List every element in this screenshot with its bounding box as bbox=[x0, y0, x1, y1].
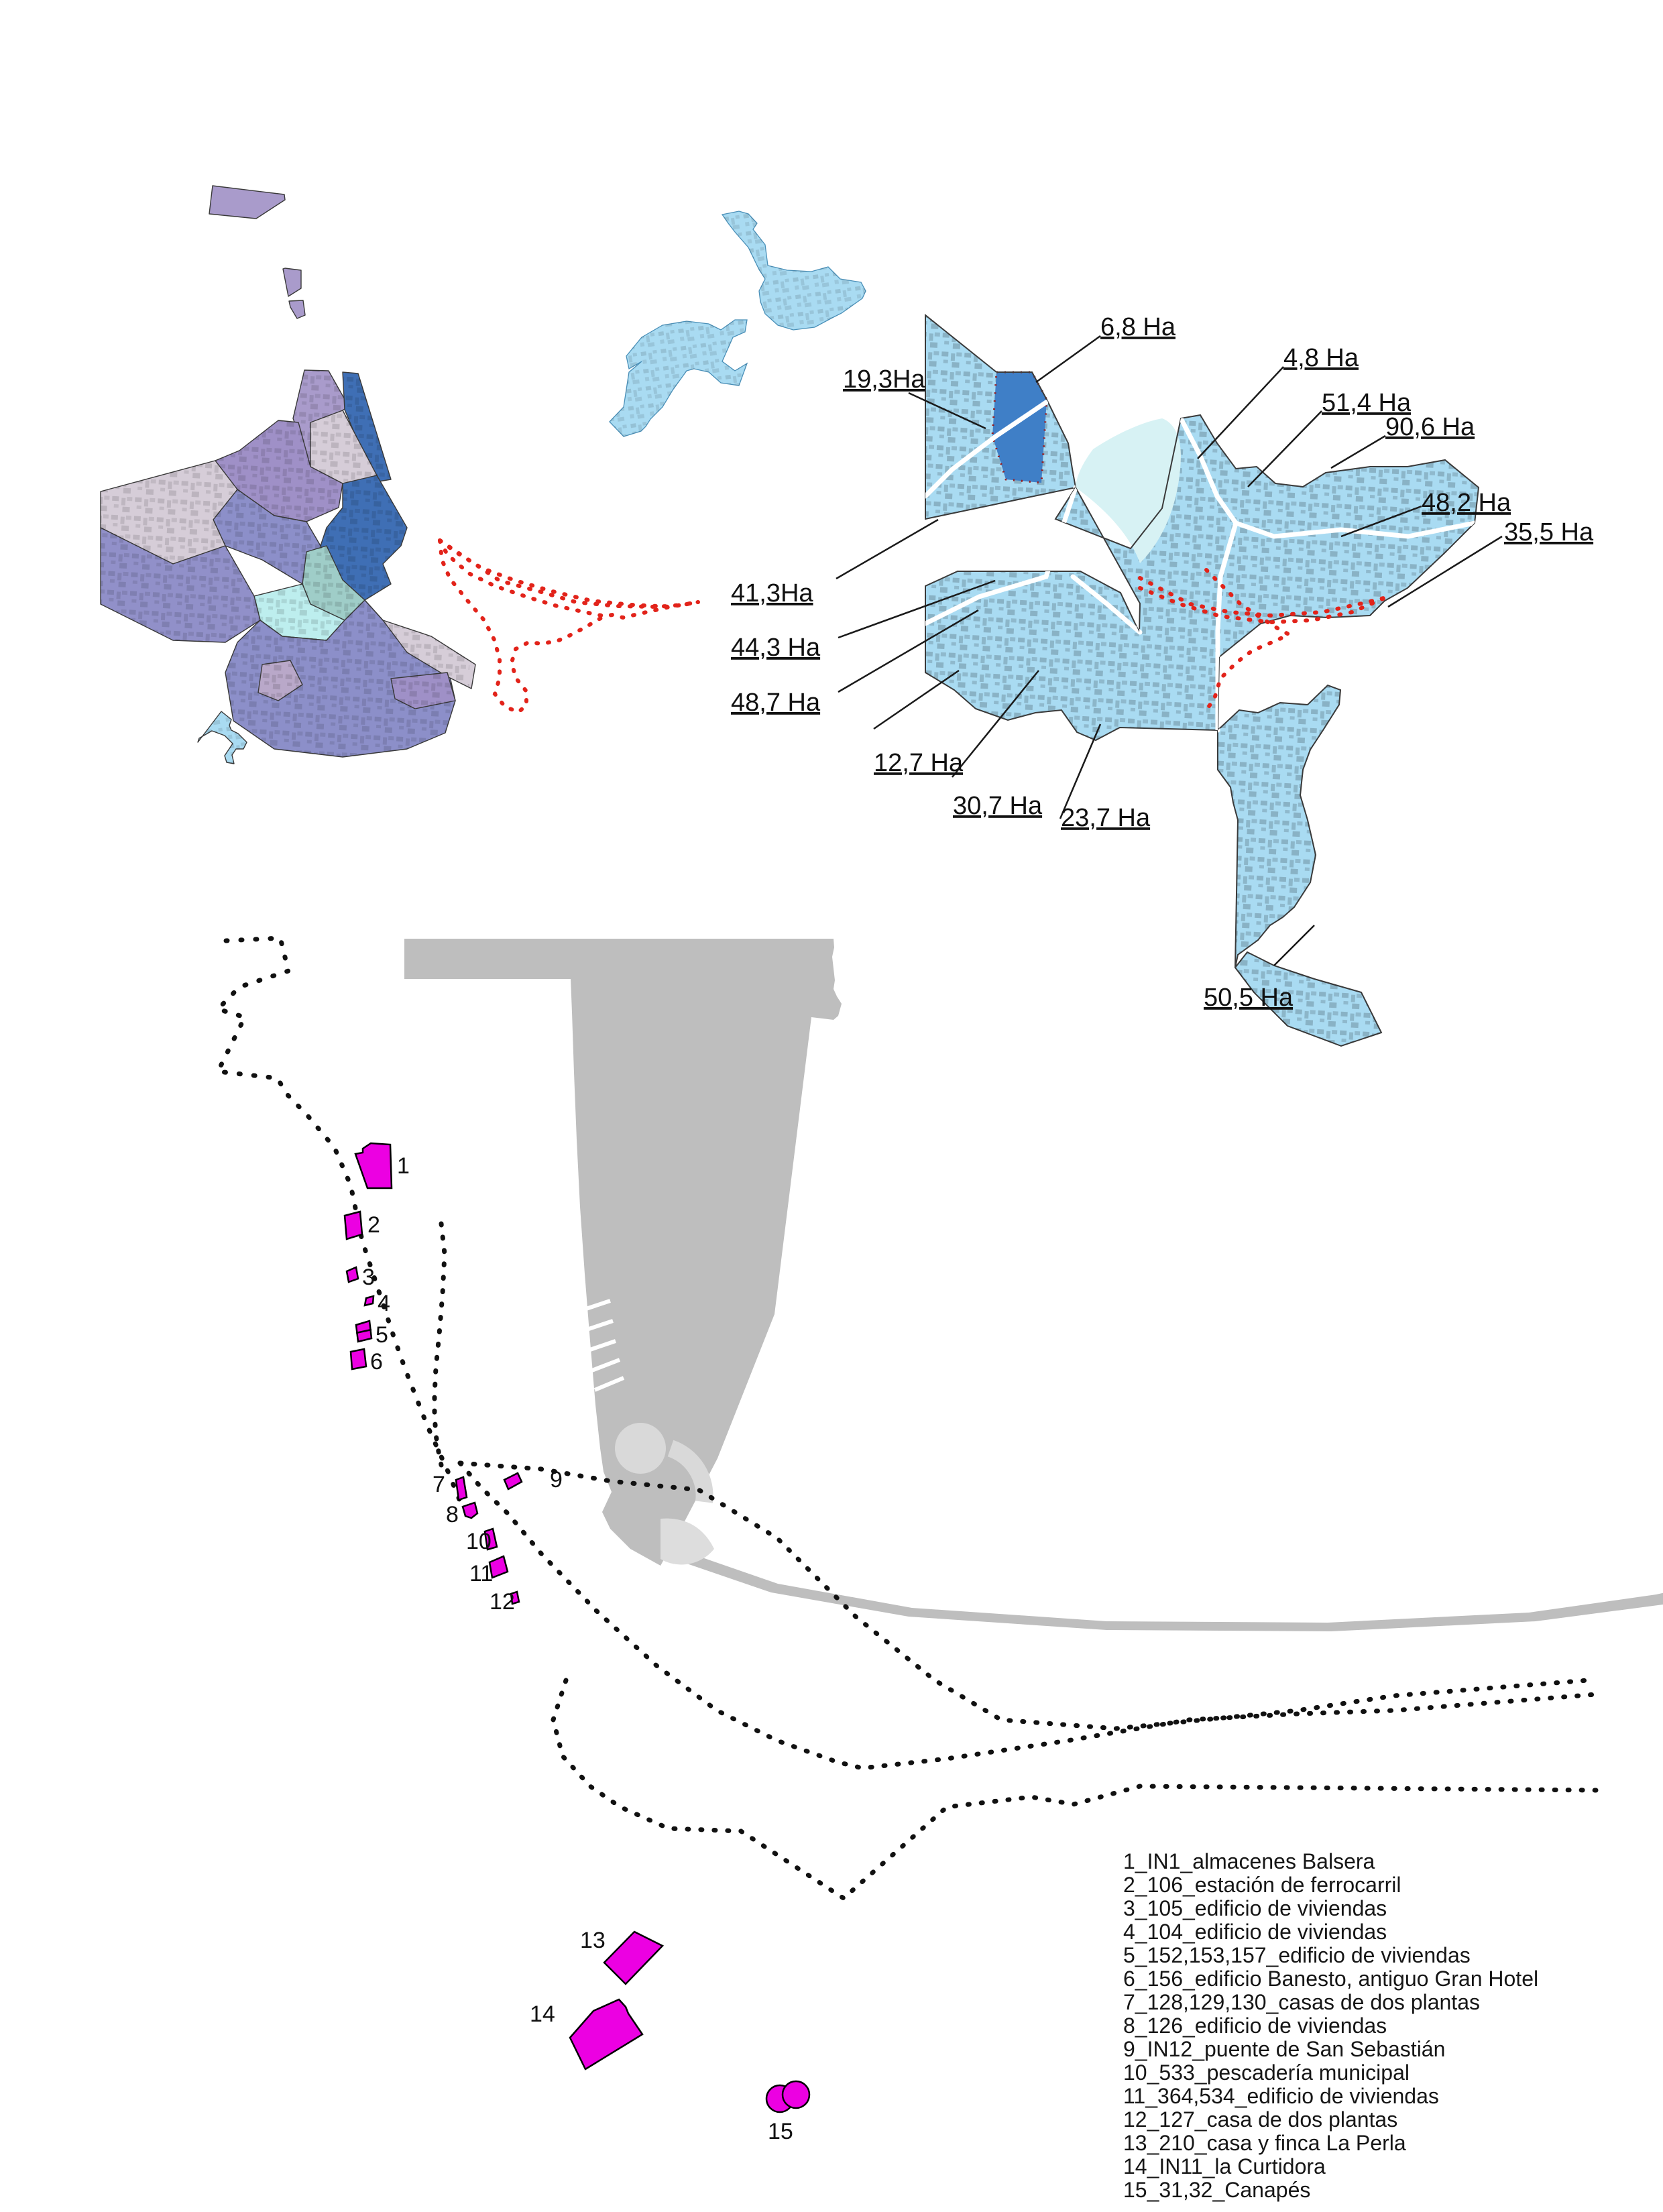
svg-text:5_152,153,157_edificio de vivi: 5_152,153,157_edificio de viviendas bbox=[1123, 1943, 1471, 1967]
svg-text:8: 8 bbox=[446, 1502, 459, 1527]
svg-text:12,7 Ha: 12,7 Ha bbox=[874, 749, 964, 777]
svg-text:6_156_edificio Banesto, antigu: 6_156_edificio Banesto, antiguo Gran Hot… bbox=[1123, 1967, 1538, 1991]
svg-text:50,5 Ha: 50,5 Ha bbox=[1204, 984, 1294, 1012]
svg-text:11: 11 bbox=[469, 1561, 493, 1586]
svg-text:3: 3 bbox=[362, 1265, 375, 1290]
svg-text:2_106_estación de ferrocarril: 2_106_estación de ferrocarril bbox=[1123, 1873, 1401, 1897]
svg-text:9: 9 bbox=[550, 1467, 563, 1493]
svg-text:6: 6 bbox=[370, 1349, 383, 1375]
svg-text:1_IN1_almacenes Balsera: 1_IN1_almacenes Balsera bbox=[1123, 1849, 1375, 1873]
svg-text:30,7 Ha: 30,7 Ha bbox=[953, 792, 1043, 820]
svg-text:15: 15 bbox=[768, 2119, 793, 2144]
svg-text:14_IN11_la Curtidora: 14_IN11_la Curtidora bbox=[1123, 2154, 1326, 2178]
svg-text:8_126_edificio de viviendas: 8_126_edificio de viviendas bbox=[1123, 2014, 1387, 2038]
svg-text:3_105_edificio de viviendas: 3_105_edificio de viviendas bbox=[1123, 1896, 1387, 1920]
svg-text:13_210_casa y finca La Perla: 13_210_casa y finca La Perla bbox=[1123, 2131, 1406, 2155]
svg-text:10_533_pescadería municipal: 10_533_pescadería municipal bbox=[1123, 2060, 1410, 2085]
svg-text:2: 2 bbox=[367, 1212, 380, 1238]
svg-text:12: 12 bbox=[490, 1589, 515, 1615]
svg-text:7_128,129,130_casas de dos pla: 7_128,129,130_casas de dos plantas bbox=[1123, 1990, 1480, 2014]
svg-text:12_127_casa de dos plantas: 12_127_casa de dos plantas bbox=[1123, 2107, 1397, 2132]
svg-text:9_IN12_puente de San Sebastián: 9_IN12_puente de San Sebastián bbox=[1123, 2037, 1445, 2061]
svg-text:15_31,32_Canapés: 15_31,32_Canapés bbox=[1123, 2178, 1310, 2202]
svg-text:5: 5 bbox=[376, 1322, 388, 1348]
svg-text:6,8 Ha: 6,8 Ha bbox=[1100, 313, 1176, 341]
svg-text:10: 10 bbox=[466, 1529, 492, 1554]
svg-text:35,5 Ha: 35,5 Ha bbox=[1504, 518, 1594, 546]
svg-text:19,3Ha: 19,3Ha bbox=[843, 365, 925, 394]
svg-text:1: 1 bbox=[397, 1153, 410, 1179]
svg-text:23,7 Ha: 23,7 Ha bbox=[1061, 804, 1151, 832]
svg-text:7: 7 bbox=[433, 1472, 445, 1497]
svg-text:11_364,534_edificio de viviend: 11_364,534_edificio de viviendas bbox=[1123, 2084, 1439, 2108]
svg-text:14: 14 bbox=[530, 2001, 555, 2027]
svg-text:13: 13 bbox=[580, 1928, 606, 1953]
svg-text:4_104_edificio de viviendas: 4_104_edificio de viviendas bbox=[1123, 1920, 1387, 1944]
svg-text:44,3 Ha: 44,3 Ha bbox=[731, 634, 821, 662]
svg-text:4,8 Ha: 4,8 Ha bbox=[1283, 344, 1359, 372]
svg-text:41,3Ha: 41,3Ha bbox=[731, 579, 813, 607]
svg-text:48,7 Ha: 48,7 Ha bbox=[731, 689, 821, 717]
svg-text:90,6 Ha: 90,6 Ha bbox=[1385, 413, 1475, 441]
svg-text:48,2 Ha: 48,2 Ha bbox=[1422, 489, 1511, 517]
svg-text:4: 4 bbox=[378, 1291, 390, 1316]
